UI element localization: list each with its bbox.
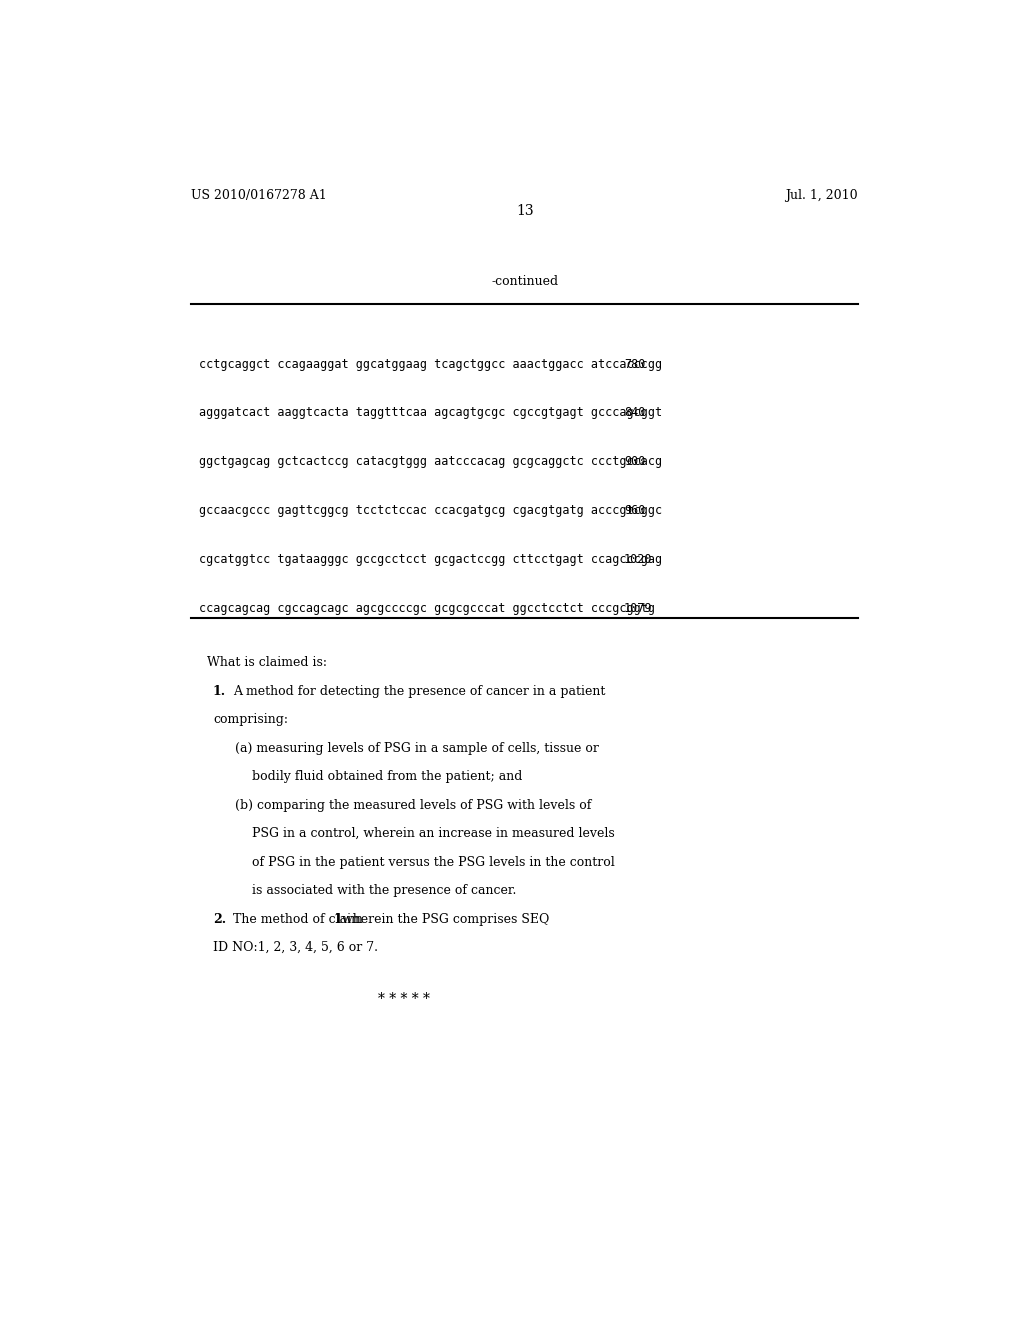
Text: cgcatggtcc tgataagggc gccgcctcct gcgactccgg cttcctgagt ccagcccgag: cgcatggtcc tgataagggc gccgcctcct gcgactc… <box>200 553 663 566</box>
Text: -continued: -continued <box>492 276 558 288</box>
Text: 1: 1 <box>334 912 342 925</box>
Text: 1020: 1020 <box>624 553 652 566</box>
Text: What is claimed is:: What is claimed is: <box>207 656 328 669</box>
Text: wherein the PSG comprises SEQ: wherein the PSG comprises SEQ <box>342 912 550 925</box>
Text: ID NO:1, 2, 3, 4, 5, 6 or 7.: ID NO:1, 2, 3, 4, 5, 6 or 7. <box>213 941 378 954</box>
Text: cctgcaggct ccagaaggat ggcatggaag tcagctggcc aaactggacc atccacccgg: cctgcaggct ccagaaggat ggcatggaag tcagctg… <box>200 358 663 371</box>
Text: Jul. 1, 2010: Jul. 1, 2010 <box>785 189 858 202</box>
Text: agggatcact aaggtcacta taggtttcaa agcagtgcgc cgccgtgagt gcccagcggt: agggatcact aaggtcacta taggtttcaa agcagtg… <box>200 407 663 420</box>
Text: 780: 780 <box>624 358 645 371</box>
Text: ccagcagcag cgccagcagc agcgccccgc gcgcgcccat ggcctcctct cccgcggtg: ccagcagcag cgccagcagc agcgccccgc gcgcgcc… <box>200 602 655 615</box>
Text: PSG in a control, wherein an increase in measured levels: PSG in a control, wherein an increase in… <box>252 828 614 841</box>
Text: ggctgagcag gctcactccg catacgtggg aatcccacag gcgcaggctc ccctgccacg: ggctgagcag gctcactccg catacgtggg aatccca… <box>200 455 663 469</box>
Text: bodily fluid obtained from the patient; and: bodily fluid obtained from the patient; … <box>252 771 522 783</box>
Text: 1079: 1079 <box>624 602 652 615</box>
Text: (a) measuring levels of PSG in a sample of cells, tissue or: (a) measuring levels of PSG in a sample … <box>236 742 599 755</box>
Text: US 2010/0167278 A1: US 2010/0167278 A1 <box>191 189 328 202</box>
Text: * * * * *: * * * * * <box>378 993 430 1006</box>
Text: is associated with the presence of cancer.: is associated with the presence of cance… <box>252 884 516 898</box>
Text: 900: 900 <box>624 455 645 469</box>
Text: A method for detecting the presence of cancer in a patient: A method for detecting the presence of c… <box>232 685 605 698</box>
Text: 2.: 2. <box>213 912 226 925</box>
Text: 840: 840 <box>624 407 645 420</box>
Text: 13: 13 <box>516 205 534 218</box>
Text: 1.: 1. <box>213 685 226 698</box>
Text: The method of claim: The method of claim <box>232 912 362 925</box>
Text: 960: 960 <box>624 504 645 517</box>
Text: (b) comparing the measured levels of PSG with levels of: (b) comparing the measured levels of PSG… <box>236 799 592 812</box>
Text: of PSG in the patient versus the PSG levels in the control: of PSG in the patient versus the PSG lev… <box>252 855 614 869</box>
Text: comprising:: comprising: <box>213 713 288 726</box>
Text: gccaacgccc gagttcggcg tcctctccac ccacgatgcg cgacgtgatg acccgtcggc: gccaacgccc gagttcggcg tcctctccac ccacgat… <box>200 504 663 517</box>
